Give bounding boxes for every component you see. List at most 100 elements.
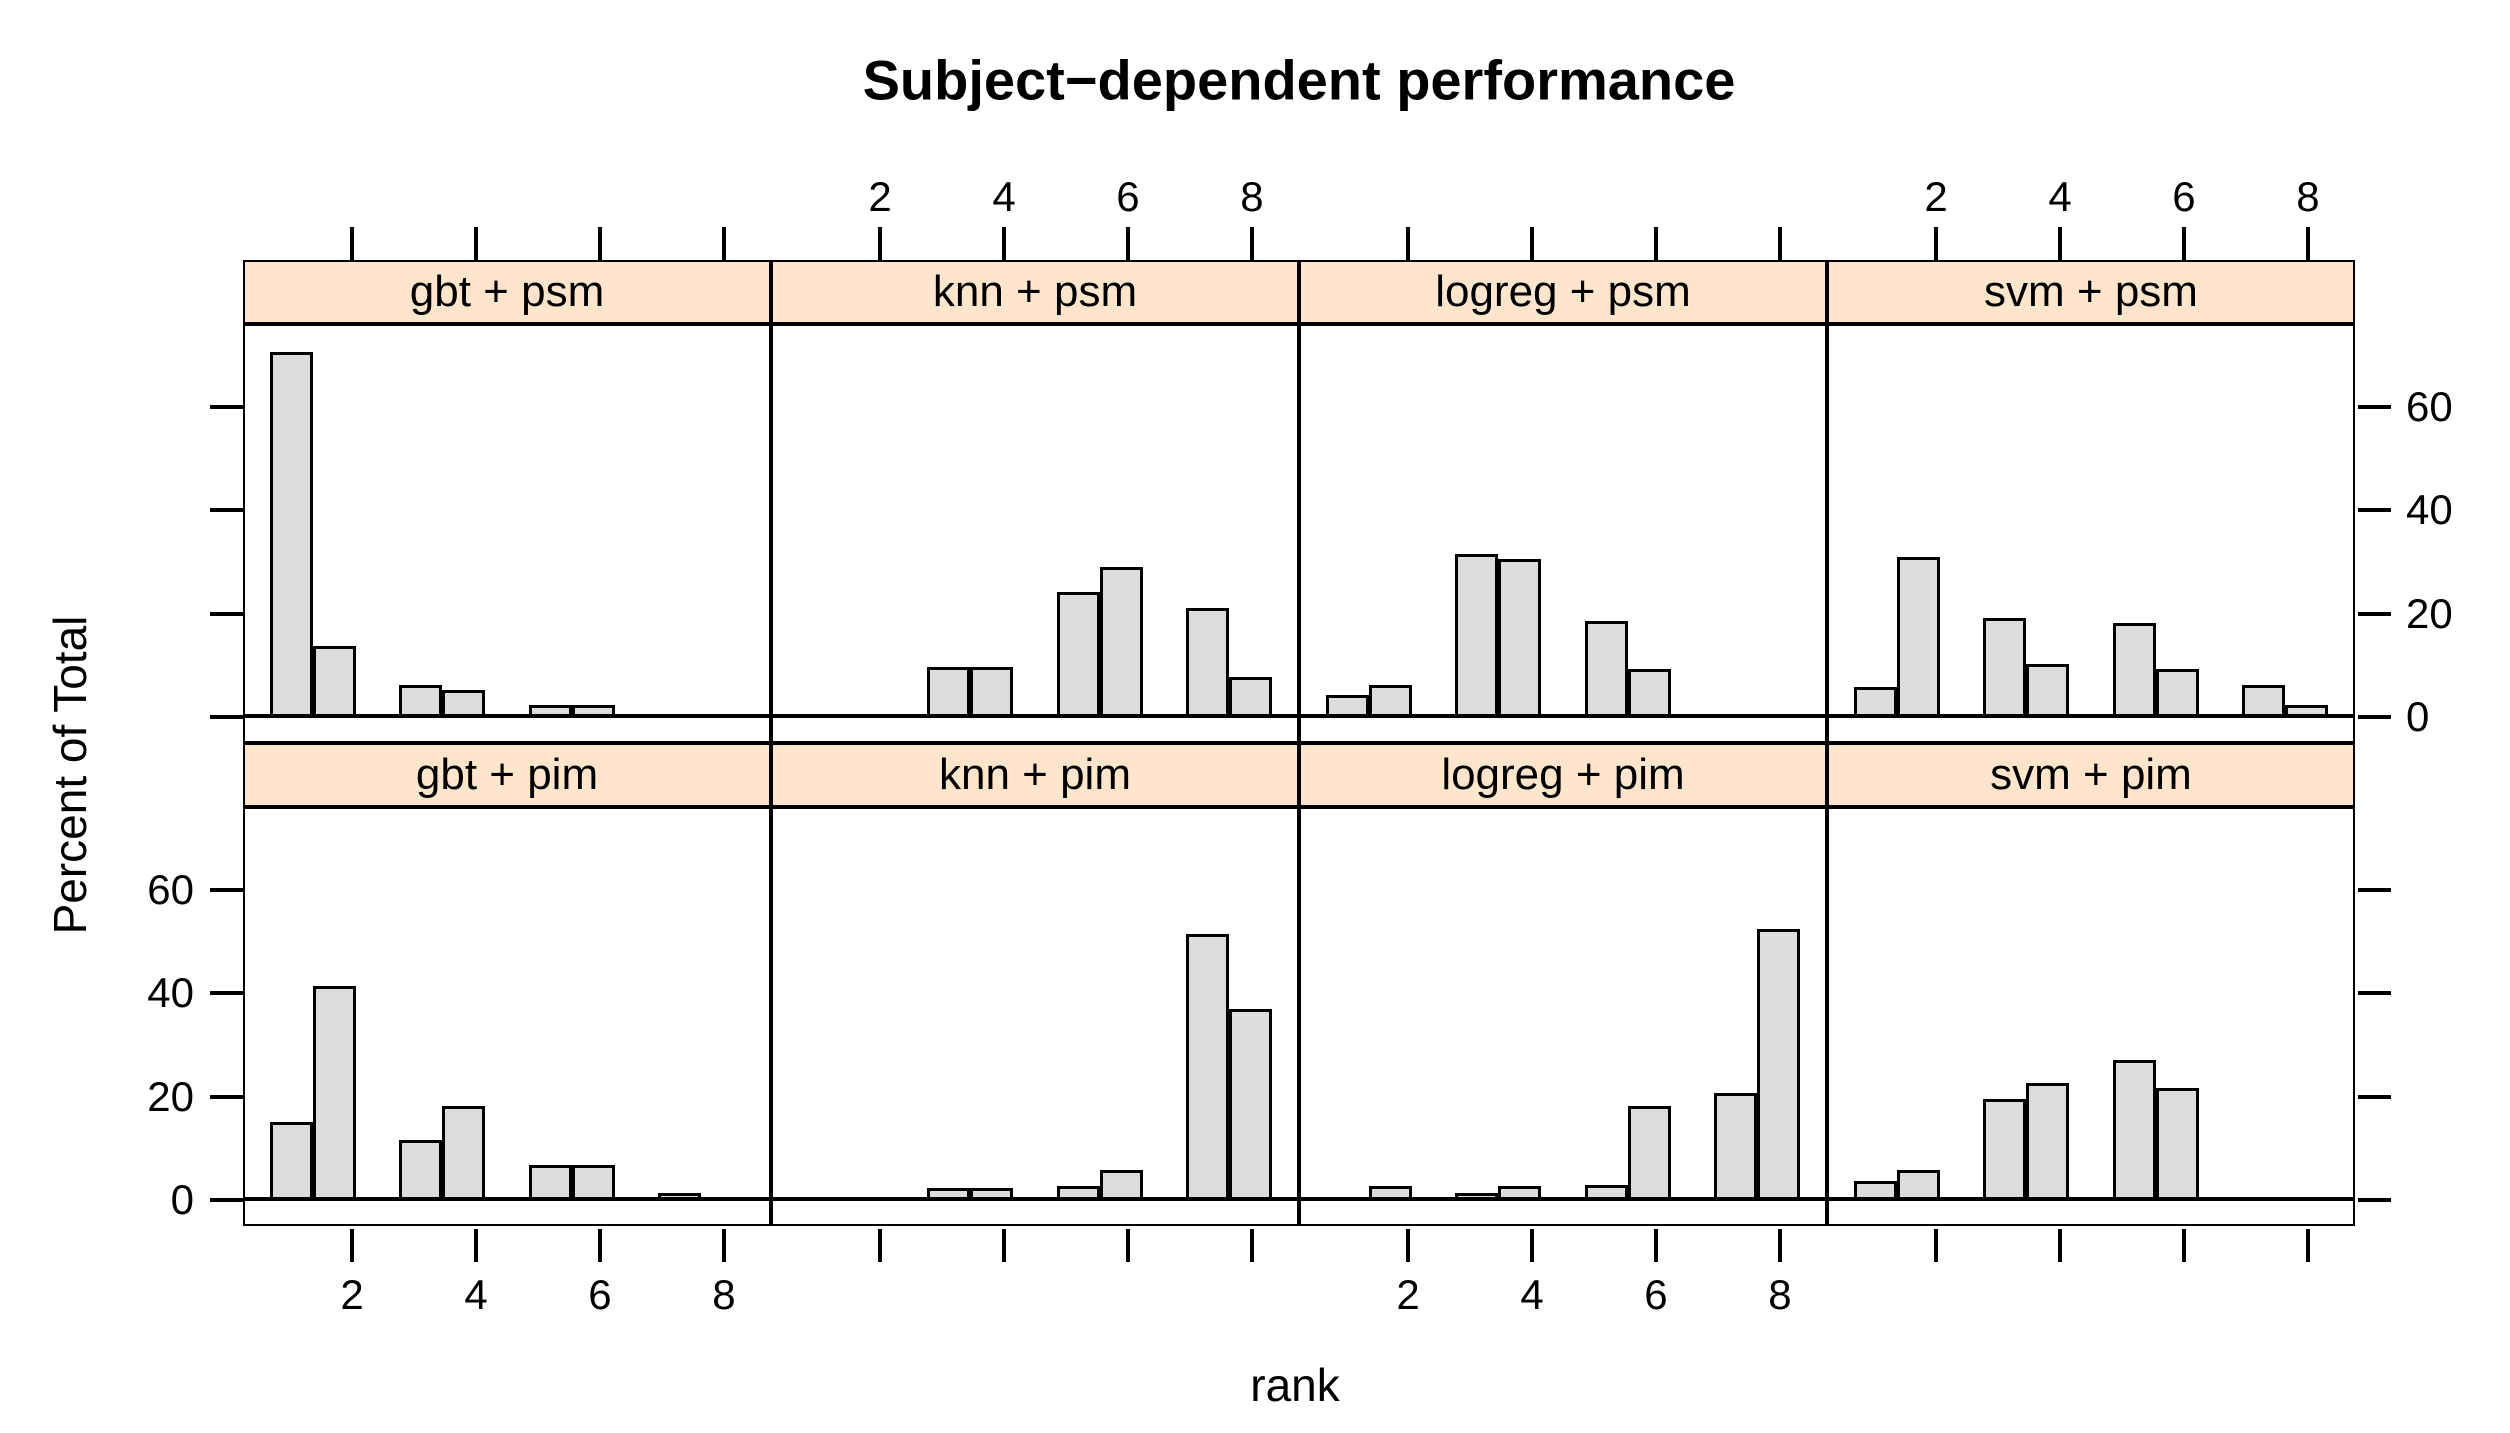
bar-svm-pim-rank-5	[2112, 1060, 2156, 1199]
y-tick-left-row1-60	[210, 404, 243, 409]
bar-logreg-pim-rank-3	[1455, 1193, 1499, 1199]
x-tick-bottom-col1-4	[474, 1229, 478, 1262]
bar-svm-psm-rank-6	[2155, 669, 2199, 716]
y-tick-left-row1-0	[210, 715, 243, 720]
x-tick-label-bottom-2: 2	[340, 1271, 364, 1318]
y-tick-label-left-20: 20	[147, 1072, 194, 1120]
x-tick-bottom-col3-2	[1406, 1229, 1411, 1262]
x-tick-top-col3-6	[1653, 227, 1658, 260]
panel-svm-pim	[1827, 807, 2355, 1226]
bar-logreg-psm-rank-5	[1584, 620, 1628, 716]
y-tick-right-row1-20	[2358, 611, 2391, 616]
strip-label-svm-pim: svm + pim	[1827, 743, 2355, 807]
bar-gbt-psm-rank-3	[399, 684, 443, 716]
bar-logreg-psm-rank-4	[1498, 559, 1542, 716]
x-tick-top-col1-2	[350, 227, 355, 260]
x-tick-label-bottom-6: 6	[588, 1271, 612, 1318]
y-tick-left-row1-40	[210, 508, 243, 513]
x-tick-label-bottom-2: 2	[1396, 1271, 1420, 1318]
bar-logreg-psm-rank-1	[1326, 695, 1370, 716]
bar-gbt-pim-rank-1	[270, 1121, 314, 1199]
zero-baseline	[1301, 713, 1825, 718]
bar-svm-psm-rank-1	[1854, 687, 1898, 716]
x-tick-label-top-4: 4	[992, 173, 1016, 220]
x-tick-bottom-col1-6	[597, 1229, 602, 1262]
bar-logreg-pim-rank-8	[1756, 929, 1800, 1199]
bar-knn-pim-rank-5	[1056, 1185, 1100, 1199]
bar-gbt-psm-rank-5	[528, 705, 572, 716]
x-tick-label-top-6: 6	[2172, 173, 2196, 220]
y-tick-label-left-0: 0	[170, 1176, 194, 1224]
x-tick-top-col1-4	[474, 227, 478, 260]
x-tick-top-col4-2	[1934, 227, 1939, 260]
x-tick-top-col2-4	[1002, 227, 1006, 260]
panel-logreg-pim	[1299, 807, 1827, 1226]
bar-gbt-psm-rank-2	[313, 646, 357, 716]
y-tick-left-row2-40	[210, 991, 243, 996]
bar-logreg-pim-rank-4	[1498, 1185, 1542, 1199]
x-tick-bottom-col4-6	[2181, 1229, 2186, 1262]
panel-gbt-psm	[243, 324, 771, 743]
bar-svm-pim-rank-1	[1854, 1180, 1898, 1199]
bar-svm-pim-rank-3	[1983, 1098, 2027, 1199]
y-tick-right-row2-20	[2358, 1094, 2391, 1099]
bar-knn-pim-rank-7	[1185, 934, 1229, 1199]
x-tick-top-col2-2	[878, 227, 883, 260]
bar-svm-pim-rank-4	[2026, 1083, 2070, 1199]
y-tick-right-row2-0	[2358, 1198, 2391, 1203]
x-tick-top-col2-8	[1249, 227, 1254, 260]
bar-gbt-pim-rank-5	[528, 1165, 572, 1199]
zero-baseline	[773, 1196, 1297, 1201]
bar-gbt-pim-rank-6	[571, 1165, 615, 1199]
panel-knn-pim	[771, 807, 1299, 1226]
strip-label-gbt-psm: gbt + psm	[243, 260, 771, 324]
bar-logreg-pim-rank-6	[1627, 1106, 1671, 1199]
x-tick-top-col4-4	[2058, 227, 2062, 260]
y-tick-right-row1-60	[2358, 404, 2391, 409]
chart-title: Subject−dependent performance	[862, 48, 1736, 112]
strip-label-gbt-pim: gbt + pim	[243, 743, 771, 807]
bar-knn-pim-rank-8	[1228, 1008, 1272, 1199]
y-tick-right-row1-40	[2358, 508, 2391, 513]
x-tick-top-col3-4	[1530, 227, 1534, 260]
x-tick-bottom-col1-2	[350, 1229, 355, 1262]
y-tick-right-row1-0	[2358, 715, 2391, 720]
x-tick-label-top-6: 6	[1116, 173, 1140, 220]
x-tick-top-col2-6	[1125, 227, 1130, 260]
bar-knn-psm-rank-5	[1056, 592, 1100, 716]
x-tick-top-col4-8	[2305, 227, 2310, 260]
zero-baseline	[245, 1196, 769, 1201]
x-tick-top-col1-8	[721, 227, 726, 260]
zero-baseline	[1829, 713, 2353, 718]
bar-svm-psm-rank-8	[2284, 705, 2328, 716]
x-tick-label-bottom-4: 4	[464, 1271, 488, 1318]
x-tick-bottom-col4-4	[2058, 1229, 2062, 1262]
y-tick-right-row2-60	[2358, 887, 2391, 892]
strip-label-knn-psm: knn + psm	[771, 260, 1299, 324]
strip-label-knn-pim: knn + pim	[771, 743, 1299, 807]
x-tick-top-col3-2	[1406, 227, 1411, 260]
y-tick-label-right-40: 40	[2406, 486, 2453, 534]
y-tick-left-row1-20	[210, 611, 243, 616]
y-tick-label-right-20: 20	[2406, 589, 2453, 637]
y-tick-label-left-40: 40	[147, 969, 194, 1017]
y-tick-label-left-60: 60	[147, 865, 194, 913]
bar-gbt-pim-rank-4	[442, 1106, 486, 1199]
bar-logreg-psm-rank-6	[1627, 669, 1671, 716]
bar-knn-pim-rank-3	[927, 1188, 971, 1199]
bar-svm-psm-rank-3	[1983, 618, 2027, 716]
x-tick-label-bottom-6: 6	[1644, 1271, 1668, 1318]
x-tick-label-top-2: 2	[868, 173, 892, 220]
bar-logreg-pim-rank-2	[1369, 1185, 1413, 1199]
x-tick-label-top-4: 4	[2048, 173, 2072, 220]
zero-baseline	[245, 713, 769, 718]
x-tick-bottom-col2-8	[1249, 1229, 1254, 1262]
bar-svm-psm-rank-7	[2241, 684, 2285, 716]
x-tick-label-bottom-8: 8	[712, 1271, 736, 1318]
bar-svm-psm-rank-4	[2026, 664, 2070, 716]
strip-label-logreg-psm: logreg + psm	[1299, 260, 1827, 324]
x-tick-label-top-8: 8	[2296, 173, 2320, 220]
panel-logreg-psm	[1299, 324, 1827, 743]
bar-logreg-pim-rank-7	[1713, 1093, 1757, 1199]
bar-gbt-pim-rank-2	[313, 985, 357, 1199]
